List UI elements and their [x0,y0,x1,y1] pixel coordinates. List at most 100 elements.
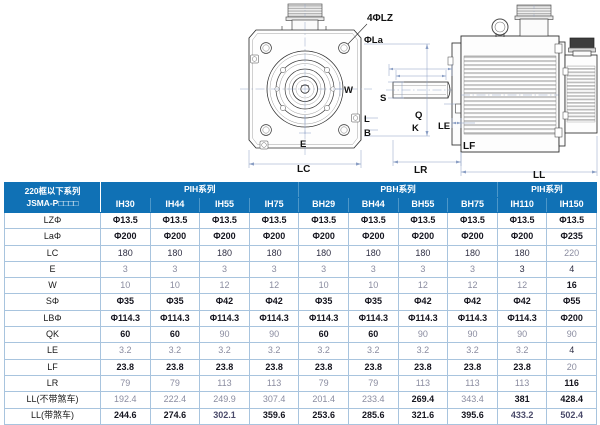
table-row: LL(不带煞车) 192.4 222.4 249.9 307.4 201.4 233.4 26… [4,391,597,409]
cell-ih75: 180 [248,244,300,262]
bolt-circle-holes [274,67,336,111]
cell-ih30: Φ13.5 [100,211,151,230]
table-row: LR 79 79 113 113 79 79 113 113 113 116 [4,374,597,393]
connector-block [514,4,554,37]
row-label: LL(不带煞车) [4,391,101,409]
cell-ih75: Φ13.5 [248,211,300,230]
cell-ih30: 79 [100,374,151,393]
row-label: QK [4,326,101,344]
cell-ih55: Φ13.5 [199,211,250,230]
label-lr: LR [414,165,428,176]
cell-ih30: Φ114.3 [100,309,151,328]
cell-ih44: 180 [149,244,201,262]
table-body: LZΦ Φ13.5 Φ13.5 Φ13.5 Φ13.5 Φ13.5 Φ13.5 Φ13.5 Φ1… [4,211,597,425]
cell-ih44: 3.2 [149,342,201,360]
cell-ih150: 116 [546,374,597,393]
cell-bh29: 3.2 [298,342,349,360]
cell-ih150: 220 [546,244,597,262]
cell-ih75: 3.2 [248,342,300,360]
cell-ih55: Φ200 [199,228,250,246]
cell-ih55: 3.2 [199,342,250,360]
cell-ih110: 3 [496,260,548,279]
table-row: QK 60 60 90 90 60 60 90 90 90 90 [4,326,597,344]
cell-ih110: 381 [496,391,548,409]
cell-ih75: Φ114.3 [248,309,300,328]
cell-bh29: 23.8 [298,358,349,376]
cell-ih30: 60 [100,326,151,344]
group-header-pih-high: PIH系列 [496,182,598,198]
cell-ih44: Φ200 [149,228,201,246]
cell-bh75: 343.4 [447,391,498,409]
specification-table: 220框以下系列 JSMA-P□□□□ PIH系列 PBH系列 PIH系列 IH… [4,182,598,425]
cell-bh75: Φ200 [447,228,498,246]
label-ll: LL [533,170,545,178]
cell-bh44: Φ35 [347,293,399,311]
label-s: S [380,93,386,104]
model-header-ih75: IH75 [248,197,300,213]
cell-ih150: 428.4 [546,391,597,409]
cell-bh75: 90 [447,326,498,344]
cell-ih110: 23.8 [496,358,548,376]
cell-bh29: Φ35 [298,293,349,311]
label-4-phi-lz: 4ΦLZ [367,13,393,24]
cell-ih30: 3 [100,260,151,279]
cell-ih110: 180 [496,244,548,262]
cell-ih110: Φ13.5 [496,211,548,230]
group-header-pbh: PBH系列 [298,182,498,198]
cell-ih55: 113 [199,374,250,393]
cell-bh75: 113 [447,374,498,393]
cell-bh75: Φ114.3 [447,309,498,328]
cell-ih150: 4 [546,260,597,279]
header-group-row: 220框以下系列 JSMA-P□□□□ PIH系列 PBH系列 PIH系列 [4,182,598,213]
cell-ih55: 249.9 [199,391,250,409]
model-header-bh75: BH75 [447,197,498,213]
cell-bh55: 23.8 [397,358,449,376]
cell-ih150: 90 [546,326,597,344]
lifting-eye-icon [491,18,509,37]
cell-bh75: 3 [447,260,498,279]
cell-ih44: 60 [149,326,201,344]
cell-ih75: 307.4 [248,391,300,409]
cell-ih30: 10 [100,277,151,295]
cell-ih30: 192.4 [100,391,151,409]
cell-ih30: Φ35 [100,293,151,311]
cell-bh44: Φ114.3 [347,309,399,328]
cell-bh75: 180 [447,244,498,262]
cell-ih44: Φ35 [149,293,201,311]
cell-bh44: 3.2 [347,342,399,360]
cell-ih110: Φ114.3 [496,309,548,328]
table-row: LE 3.2 3.2 3.2 3.2 3.2 3.2 3.2 3.2 3.2 4 [4,342,597,360]
cell-ih55: 90 [199,326,250,344]
model-header-ih44: IH44 [149,197,201,213]
cell-bh29: 79 [298,374,349,393]
cell-ih75: 90 [248,326,300,344]
cell-ih75: 12 [248,277,300,295]
cell-ih150: Φ235 [546,228,597,246]
model-header-bh29: BH29 [298,197,349,213]
cell-bh29: Φ13.5 [298,211,349,230]
dimension-drawing: 4ΦLZ ΦLa W E LC S Q K L B LE LF LR LL [0,0,600,178]
table-row: LaΦ Φ200 Φ200 Φ200 Φ200 Φ200 Φ200 Φ200 Φ200 Φ200 Φ… [4,228,597,246]
cell-bh75: 3.2 [447,342,498,360]
cell-ih150: Φ55 [546,293,597,311]
cell-ih44: Φ13.5 [149,211,201,230]
cell-bh55: 3.2 [397,342,449,360]
cell-bh55: 113 [397,374,449,393]
table-row: SΦ Φ35 Φ35 Φ42 Φ42 Φ35 Φ35 Φ42 Φ42 Φ42 Φ55 [4,293,597,311]
cell-bh55: Φ42 [397,293,449,311]
cell-ih44: 10 [149,277,201,295]
row-label: LF [4,358,101,376]
row-label: LE [4,342,101,360]
cell-bh55: 90 [397,326,449,344]
brake-encoder-unit [562,37,598,134]
label-le: LE [438,121,450,132]
cell-ih75: Φ42 [248,293,300,311]
corner-bosses [250,54,360,150]
cell-bh29: Φ114.3 [298,309,349,328]
cell-bh44: 60 [347,326,399,344]
row-label: LR [4,374,101,393]
model-header-bh55: BH55 [397,197,449,213]
cell-bh44: 23.8 [347,358,399,376]
label-k: K [412,123,419,134]
